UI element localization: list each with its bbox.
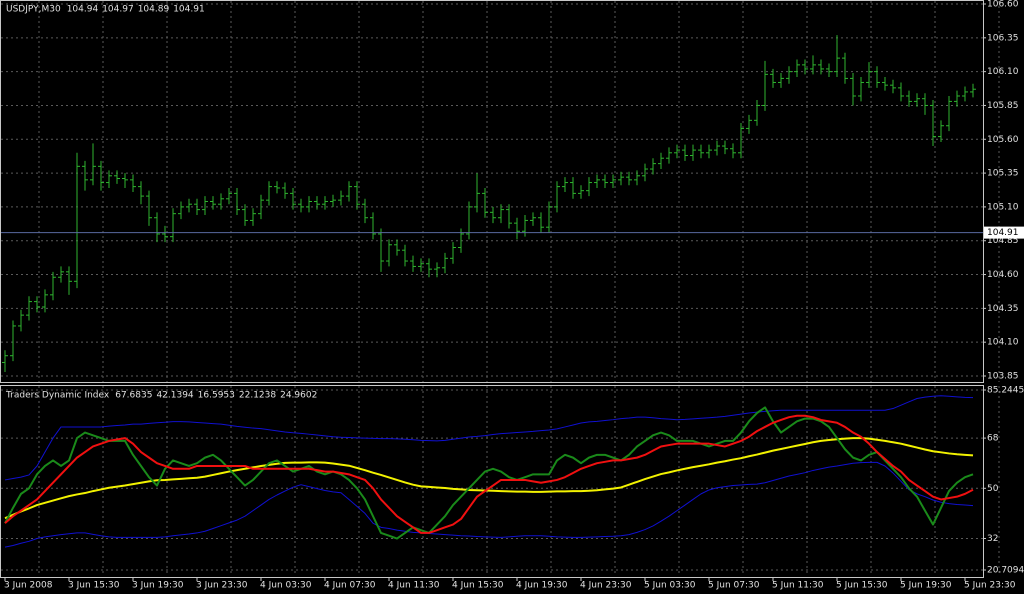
y-tick-label: 50 bbox=[987, 484, 999, 494]
header-value: 42.1394 bbox=[156, 391, 193, 401]
indicator-line bbox=[4, 414, 974, 534]
x-tick-label: 5 Jun 19:30 bbox=[900, 581, 952, 591]
panel-title: USDJPY,M30 bbox=[6, 5, 61, 15]
y-tick-label: 106.35 bbox=[987, 33, 1019, 43]
x-tick-label: 4 Jun 07:30 bbox=[324, 581, 376, 591]
x-tick-label: 5 Jun 23:30 bbox=[964, 581, 1016, 591]
x-tick-label: 4 Jun 11:30 bbox=[388, 581, 440, 591]
y-tick-label: 104.10 bbox=[987, 338, 1019, 348]
indicator-line bbox=[4, 395, 974, 481]
y-tick-label: 104.60 bbox=[987, 270, 1019, 280]
price-panel-frame bbox=[0, 0, 984, 383]
header-value: 24.9602 bbox=[280, 391, 317, 401]
panel-title: Traders Dynamic Index bbox=[5, 391, 110, 401]
x-tick-label: 4 Jun 03:30 bbox=[260, 581, 312, 591]
x-tick-label: 3 Jun 15:30 bbox=[68, 581, 120, 591]
header-value: 67.6835 bbox=[115, 391, 152, 401]
y-tick-label: 105.35 bbox=[987, 169, 1019, 179]
x-tick-label: 4 Jun 23:30 bbox=[580, 581, 632, 591]
y-tick-label: 105.10 bbox=[987, 202, 1019, 212]
y-tick-label: 105.60 bbox=[987, 135, 1019, 145]
x-tick-label: 3 Jun 2008 bbox=[4, 581, 53, 591]
header-value: 22.1238 bbox=[239, 391, 276, 401]
header-value: 104.89 bbox=[138, 5, 170, 15]
x-tick-label: 5 Jun 15:30 bbox=[836, 581, 888, 591]
y-tick-label: 32 bbox=[987, 534, 998, 544]
price-label-box bbox=[984, 226, 1024, 239]
x-tick-label: 5 Jun 07:30 bbox=[708, 581, 760, 591]
x-tick-label: 3 Jun 19:30 bbox=[132, 581, 184, 591]
indicator-panel-frame bbox=[0, 385, 984, 578]
x-tick-label: 4 Jun 19:30 bbox=[516, 581, 568, 591]
indicator-line bbox=[4, 437, 974, 520]
header-value: 104.97 bbox=[102, 5, 134, 15]
header-value: 104.94 bbox=[67, 5, 99, 15]
x-tick-label: 3 Jun 23:30 bbox=[196, 581, 248, 591]
y-tick-label: 103.85 bbox=[987, 372, 1019, 382]
header-value: 16.5953 bbox=[198, 391, 235, 401]
indicator-line bbox=[4, 461, 974, 548]
y-tick-label: 104.85 bbox=[987, 236, 1019, 246]
y-tick-label: 106.10 bbox=[987, 67, 1019, 77]
y-tick-label: 85.2445 bbox=[987, 386, 1024, 396]
x-tick-label: 5 Jun 03:30 bbox=[644, 581, 696, 591]
x-tick-label: 5 Jun 11:30 bbox=[772, 581, 824, 591]
price-label: 104.91 bbox=[987, 228, 1019, 238]
y-tick-label: 20.7094 bbox=[987, 566, 1024, 576]
y-tick-label: 68 bbox=[987, 434, 999, 444]
x-tick-label: 4 Jun 15:30 bbox=[452, 581, 504, 591]
y-tick-label: 104.35 bbox=[987, 304, 1019, 314]
header-value: 104.91 bbox=[173, 5, 205, 15]
y-tick-label: 105.85 bbox=[987, 101, 1019, 111]
y-tick-label: 106.60 bbox=[987, 0, 1019, 10]
